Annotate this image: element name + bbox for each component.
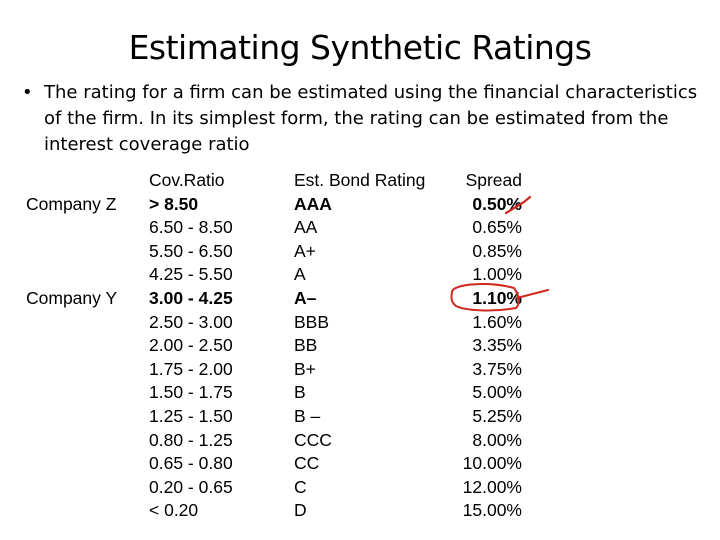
ratio-cell: 2.00 - 2.50: [149, 335, 233, 356]
ratio-cell: 2.50 - 3.00: [149, 311, 233, 332]
spread-cell: 5.00%: [472, 382, 522, 403]
ratio-cell: 0.65 - 0.80: [149, 453, 233, 474]
company-y-label: Company Y: [26, 287, 118, 308]
rating-cell: BBB: [294, 311, 330, 332]
company-spacer: [26, 240, 117, 264]
rating-cell: A: [294, 264, 306, 285]
spread-cell: 3.75%: [472, 358, 522, 379]
spread-column: Spread 0.50% 0.65% 0.85% 1.00% 1.10% 1.6…: [456, 169, 522, 523]
spread-cell: 1.60%: [472, 311, 522, 332]
company-column: Company Z Company Y: [26, 169, 117, 311]
rating-cell: D: [294, 500, 307, 521]
rating-cell: B –: [294, 405, 321, 426]
bullet-text: The rating for a firm can be estimated u…: [44, 82, 698, 155]
spread-cell: 10.00%: [462, 453, 522, 474]
rating-cell: BB: [294, 335, 318, 356]
ratio-cell: 4.25 - 5.50: [149, 264, 233, 285]
company-spacer: [26, 263, 117, 287]
rating-header: Est. Bond Rating: [294, 170, 426, 190]
spread-cell: 1.00%: [472, 264, 522, 285]
rating-cell: CCC: [294, 429, 332, 450]
rating-cell: A+: [294, 240, 316, 261]
ratio-cell: 0.80 - 1.25: [149, 429, 233, 450]
spread-cell: 0.85%: [472, 240, 522, 261]
ratio-cell: 0.20 - 0.65: [149, 476, 233, 497]
spread-cell: 0.65%: [472, 217, 522, 238]
ratio-column: Cov.Ratio > 8.50 6.50 - 8.50 5.50 - 6.50…: [149, 169, 233, 523]
rating-cell: AAA: [294, 193, 332, 214]
rating-cell: B+: [294, 358, 316, 379]
spread-cell: 0.50%: [472, 193, 522, 214]
rating-cell: B: [294, 382, 306, 403]
spread-cell: 1.10%: [472, 287, 522, 308]
rating-cell: A–: [294, 287, 317, 308]
rating-column: Est. Bond Rating AAA AA A+ A A– BBB BB B…: [294, 169, 425, 523]
ratio-cell: 1.25 - 1.50: [149, 405, 233, 426]
spread-cell: 5.25%: [472, 405, 522, 426]
rating-cell: AA: [294, 217, 318, 238]
spread-cell: 3.35%: [472, 335, 522, 356]
ratio-cell: 6.50 - 8.50: [149, 217, 233, 238]
bullet-point: • The rating for a firm can be estimated…: [22, 80, 702, 158]
company-z-label: Company Z: [26, 193, 117, 214]
ratio-cell: 1.50 - 1.75: [149, 382, 233, 403]
rating-cell: CC: [294, 453, 320, 474]
ratio-cell: 5.50 - 6.50: [149, 240, 233, 261]
ratio-header: Cov.Ratio: [149, 170, 225, 190]
ratio-cell: 3.00 - 4.25: [149, 287, 233, 308]
spread-cell: 15.00%: [462, 500, 522, 521]
slide-title: Estimating Synthetic Ratings: [128, 28, 592, 67]
ratio-cell: < 0.20: [149, 500, 199, 521]
spread-cell: 12.00%: [462, 476, 522, 497]
rating-cell: C: [294, 476, 307, 497]
company-spacer: [26, 216, 117, 240]
spread-cell: 8.00%: [472, 429, 522, 450]
ratio-cell: > 8.50: [149, 193, 199, 214]
bullet-dot-icon: •: [22, 82, 33, 103]
ratio-cell: 1.75 - 2.00: [149, 358, 233, 379]
company-spacer: [26, 169, 117, 193]
spread-header: Spread: [465, 170, 522, 190]
